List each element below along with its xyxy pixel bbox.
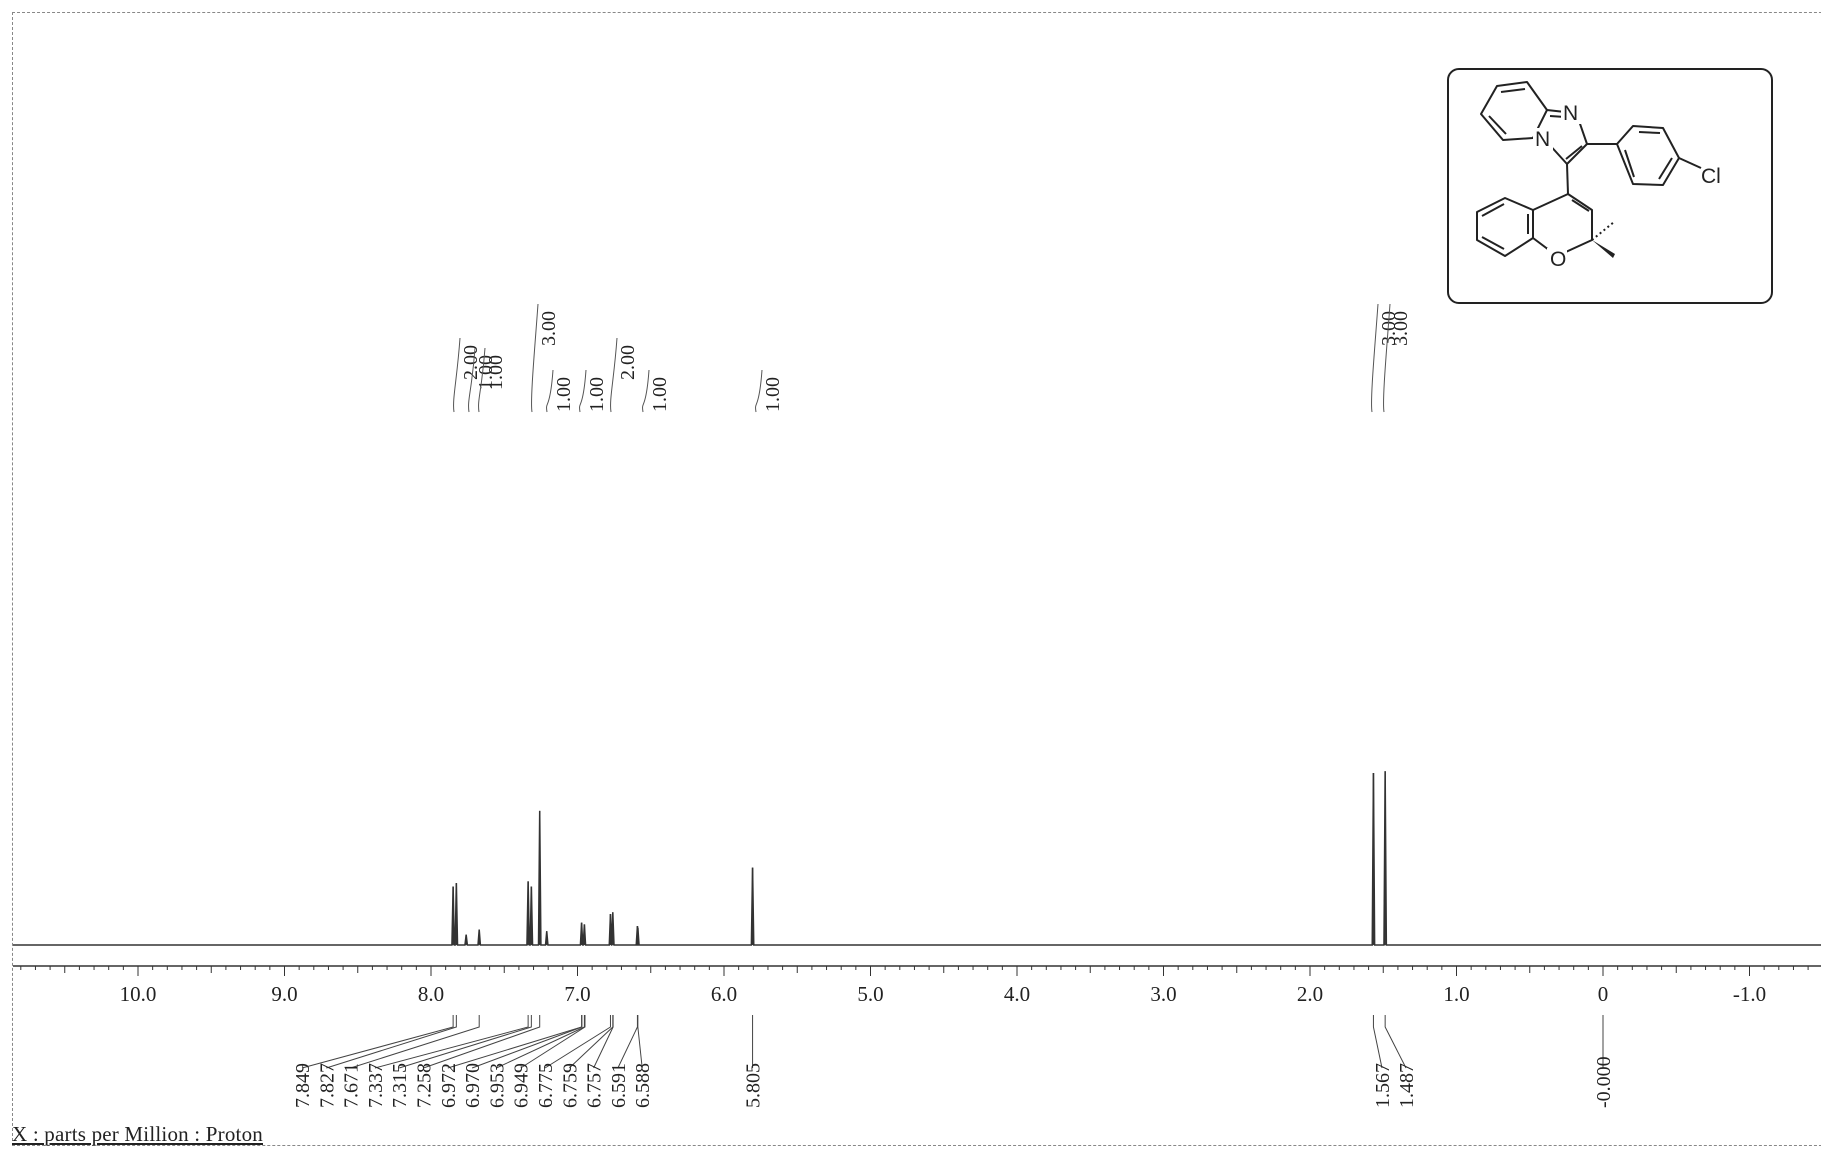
integral-value: 2.00 — [617, 345, 639, 380]
integral-curve — [1383, 303, 1391, 413]
peak-label: 1.487 — [1396, 1063, 1418, 1108]
peak-label: 6.591 — [608, 1063, 630, 1108]
peak-label: 1.567 — [1372, 1063, 1394, 1108]
x-tick-label: 7.0 — [564, 982, 590, 1006]
peak-label: 7.849 — [292, 1063, 314, 1108]
peak-label: 7.337 — [365, 1063, 387, 1108]
peak-label-connector — [496, 1015, 585, 1069]
peak-label: 7.827 — [316, 1063, 338, 1108]
x-tick-label: 6.0 — [711, 982, 737, 1006]
integral-curve — [610, 337, 618, 413]
x-tick-label: 4.0 — [1004, 982, 1030, 1006]
x-tick-label: 9.0 — [271, 982, 297, 1006]
atom-n-bridge: N — [1535, 128, 1550, 151]
integral-curve — [755, 369, 763, 413]
x-tick-label: 3.0 — [1150, 982, 1176, 1006]
peak-label-connector — [617, 1015, 638, 1069]
x-tick-label: 5.0 — [857, 982, 883, 1006]
peak-label: 6.953 — [486, 1063, 508, 1108]
peak-label-connector — [326, 1015, 457, 1069]
peak-label-connector — [1372, 1015, 1383, 1069]
integral-curve — [453, 337, 461, 413]
integral-value: 3.00 — [1390, 311, 1412, 346]
peak-label-connector — [350, 1015, 480, 1069]
peak-label: 6.970 — [462, 1063, 484, 1108]
chart-frame — [12, 12, 1821, 1146]
peak-labels: 7.849 7.827 7.671 7.337 7.315 7.258 6.972 6.970… — [292, 1015, 1615, 1108]
integral-curve — [642, 369, 650, 413]
x-tick-label: 2.0 — [1297, 982, 1323, 1006]
peak-label: 7.315 — [389, 1063, 411, 1108]
peak-label: -0.000 — [1593, 1056, 1615, 1108]
integral-curve — [546, 369, 554, 413]
x-tick-label: 10.0 — [120, 982, 157, 1006]
peak-label: 6.759 — [559, 1063, 581, 1108]
integral-curve — [579, 369, 587, 413]
peak-label-connector — [399, 1015, 532, 1069]
peak-label-connector — [593, 1015, 614, 1069]
integral-value: 1.00 — [762, 377, 784, 412]
x-axis-label: X : parts per Million : Proton — [12, 1122, 263, 1146]
peak-label: 6.775 — [535, 1063, 557, 1108]
integral-labels: 2.001.001.003.001.00 1.002.001.00 1.003.00… — [453, 303, 1412, 413]
peak-label: 6.757 — [584, 1063, 606, 1108]
integral-curve — [478, 347, 486, 413]
molecule-structure-drawing: N N Cl O — [1476, 81, 1721, 271]
peak-label: 6.972 — [438, 1063, 460, 1108]
integral-value: 3.00 — [538, 311, 560, 346]
benzo-ring — [1476, 197, 1534, 257]
peak-label: 7.671 — [341, 1063, 363, 1108]
atom-n-top: N — [1563, 102, 1578, 125]
x-tick-label: 8.0 — [418, 982, 444, 1006]
peak-label: 5.805 — [743, 1063, 765, 1108]
x-tick-label: 1.0 — [1443, 982, 1469, 1006]
integral-value: 3.00 — [1378, 311, 1400, 346]
integral-value: 2.00 — [460, 345, 482, 380]
spectrum-line — [13, 771, 1821, 946]
peak-label-connector — [301, 1015, 454, 1069]
chromene-ring — [1532, 193, 1593, 257]
peak-label-connector — [1384, 1015, 1407, 1069]
integral-value: 1.00 — [485, 355, 507, 390]
peak-label: 7.258 — [414, 1063, 436, 1108]
wedge-bond — [1592, 240, 1615, 258]
x-tick-label: -1.0 — [1733, 982, 1766, 1006]
molecule-structure-box: N N Cl O — [1447, 68, 1773, 304]
atom-o: O — [1550, 248, 1566, 271]
peak-label-connector — [637, 1015, 643, 1069]
x-tick-label: 0 — [1598, 982, 1609, 1006]
integral-value: 1.00 — [586, 377, 608, 412]
peak-label: 6.949 — [511, 1063, 533, 1108]
integral-curve — [468, 347, 476, 413]
peak-label-connector — [544, 1015, 611, 1069]
peak-label-connector — [471, 1015, 583, 1069]
integral-value: 1.00 — [649, 377, 671, 412]
peak-label-connector — [520, 1015, 586, 1069]
spectrum-trace — [13, 771, 1821, 946]
peak-label-connector — [423, 1015, 541, 1069]
peak-label-connector — [374, 1015, 529, 1069]
integral-curve — [531, 303, 539, 413]
integral-value: 1.00 — [553, 377, 575, 412]
peak-label: 6.588 — [632, 1063, 654, 1108]
atom-cl: Cl — [1701, 165, 1721, 188]
integral-curve — [1371, 303, 1379, 413]
x-axis: 10.0 9.0 8.0 7.0 6.0 5.0 4.0 3.0 2.0 1.0 0 -1.0 — [13, 965, 1821, 1006]
integral-value: 1.00 — [475, 355, 497, 390]
